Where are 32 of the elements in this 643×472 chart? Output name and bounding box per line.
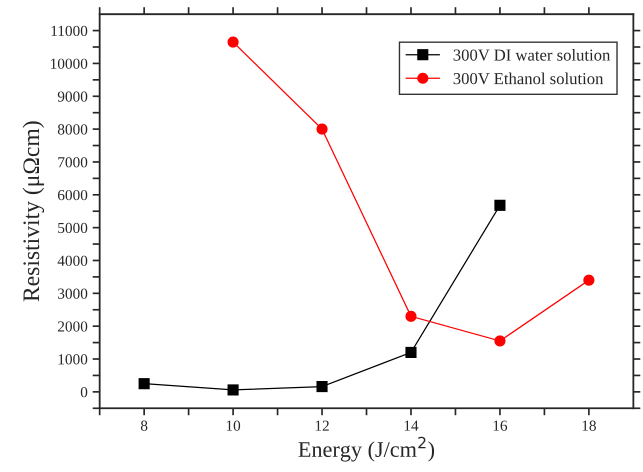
y-tick-label: 6000 [58, 190, 88, 200]
point [228, 36, 239, 48]
y-tick-label: 8000 [58, 124, 88, 135]
point [228, 384, 239, 396]
point [316, 124, 328, 135]
y-tick-label: 9000 [58, 91, 88, 102]
point [405, 310, 417, 322]
point [138, 378, 150, 390]
y-tick-label: 4000 [58, 256, 88, 266]
point [494, 200, 506, 211]
point [405, 346, 417, 358]
x-tick-label: 12 [316, 420, 329, 431]
y-tick-label: 11000 [52, 26, 88, 36]
x-tick-label: 16 [494, 420, 508, 431]
y-axis-title: Resistivity (μΩcm) [22, 121, 44, 302]
x-tick-label: 8 [140, 420, 148, 431]
legend-label: 300V DI water solution [454, 48, 610, 61]
x-axis-title: Energy (J/cm$^{2}$) [298, 436, 434, 462]
x-tick-label: 18 [582, 420, 596, 431]
y-tick-label: 2000 [58, 321, 88, 332]
y-tick-label: 7000 [58, 157, 88, 168]
y-tick-label: 0 [80, 387, 88, 398]
x-tick-label: 14 [404, 420, 418, 431]
y-tick-label: 10000 [51, 58, 88, 69]
y-tick-label: 1000 [58, 354, 88, 364]
point [583, 274, 594, 286]
y-tick-label: 5000 [58, 222, 88, 234]
legend-label: 300V Ethanol solution [454, 72, 604, 84]
point [494, 335, 506, 347]
x-tick-label: 10 [226, 420, 240, 431]
point [316, 381, 328, 392]
y-tick-label: 3000 [58, 288, 88, 299]
